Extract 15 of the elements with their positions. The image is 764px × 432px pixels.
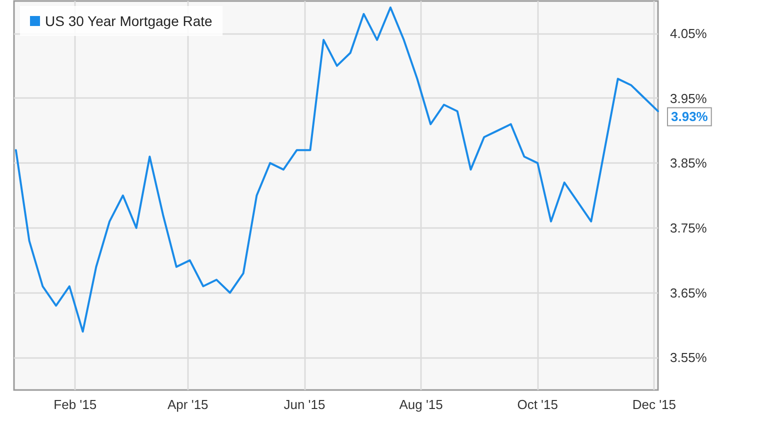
x-tick-label: Aug '15 bbox=[399, 397, 443, 412]
x-tick-label: Apr '15 bbox=[168, 397, 208, 412]
y-tick-label: 3.95% bbox=[670, 90, 708, 106]
x-tick-label: Oct '15 bbox=[517, 397, 558, 412]
y-tick-label: 3.85% bbox=[670, 156, 708, 171]
y-tick-label: 4.05% bbox=[670, 26, 708, 41]
y-tick-label: 3.55% bbox=[670, 350, 708, 366]
x-tick-label: Dec '15 bbox=[632, 397, 676, 412]
y-tick-label: 3.75% bbox=[670, 220, 708, 236]
x-tick-label: Feb '15 bbox=[54, 397, 97, 412]
y-tick-label: 3.65% bbox=[670, 285, 708, 300]
x-tick-label: Jun '15 bbox=[284, 397, 326, 412]
line-series bbox=[14, 6, 659, 333]
annotation: 3.93% bbox=[671, 109, 708, 124]
legend-label: US 30 Year Mortgage Rate bbox=[45, 13, 213, 29]
